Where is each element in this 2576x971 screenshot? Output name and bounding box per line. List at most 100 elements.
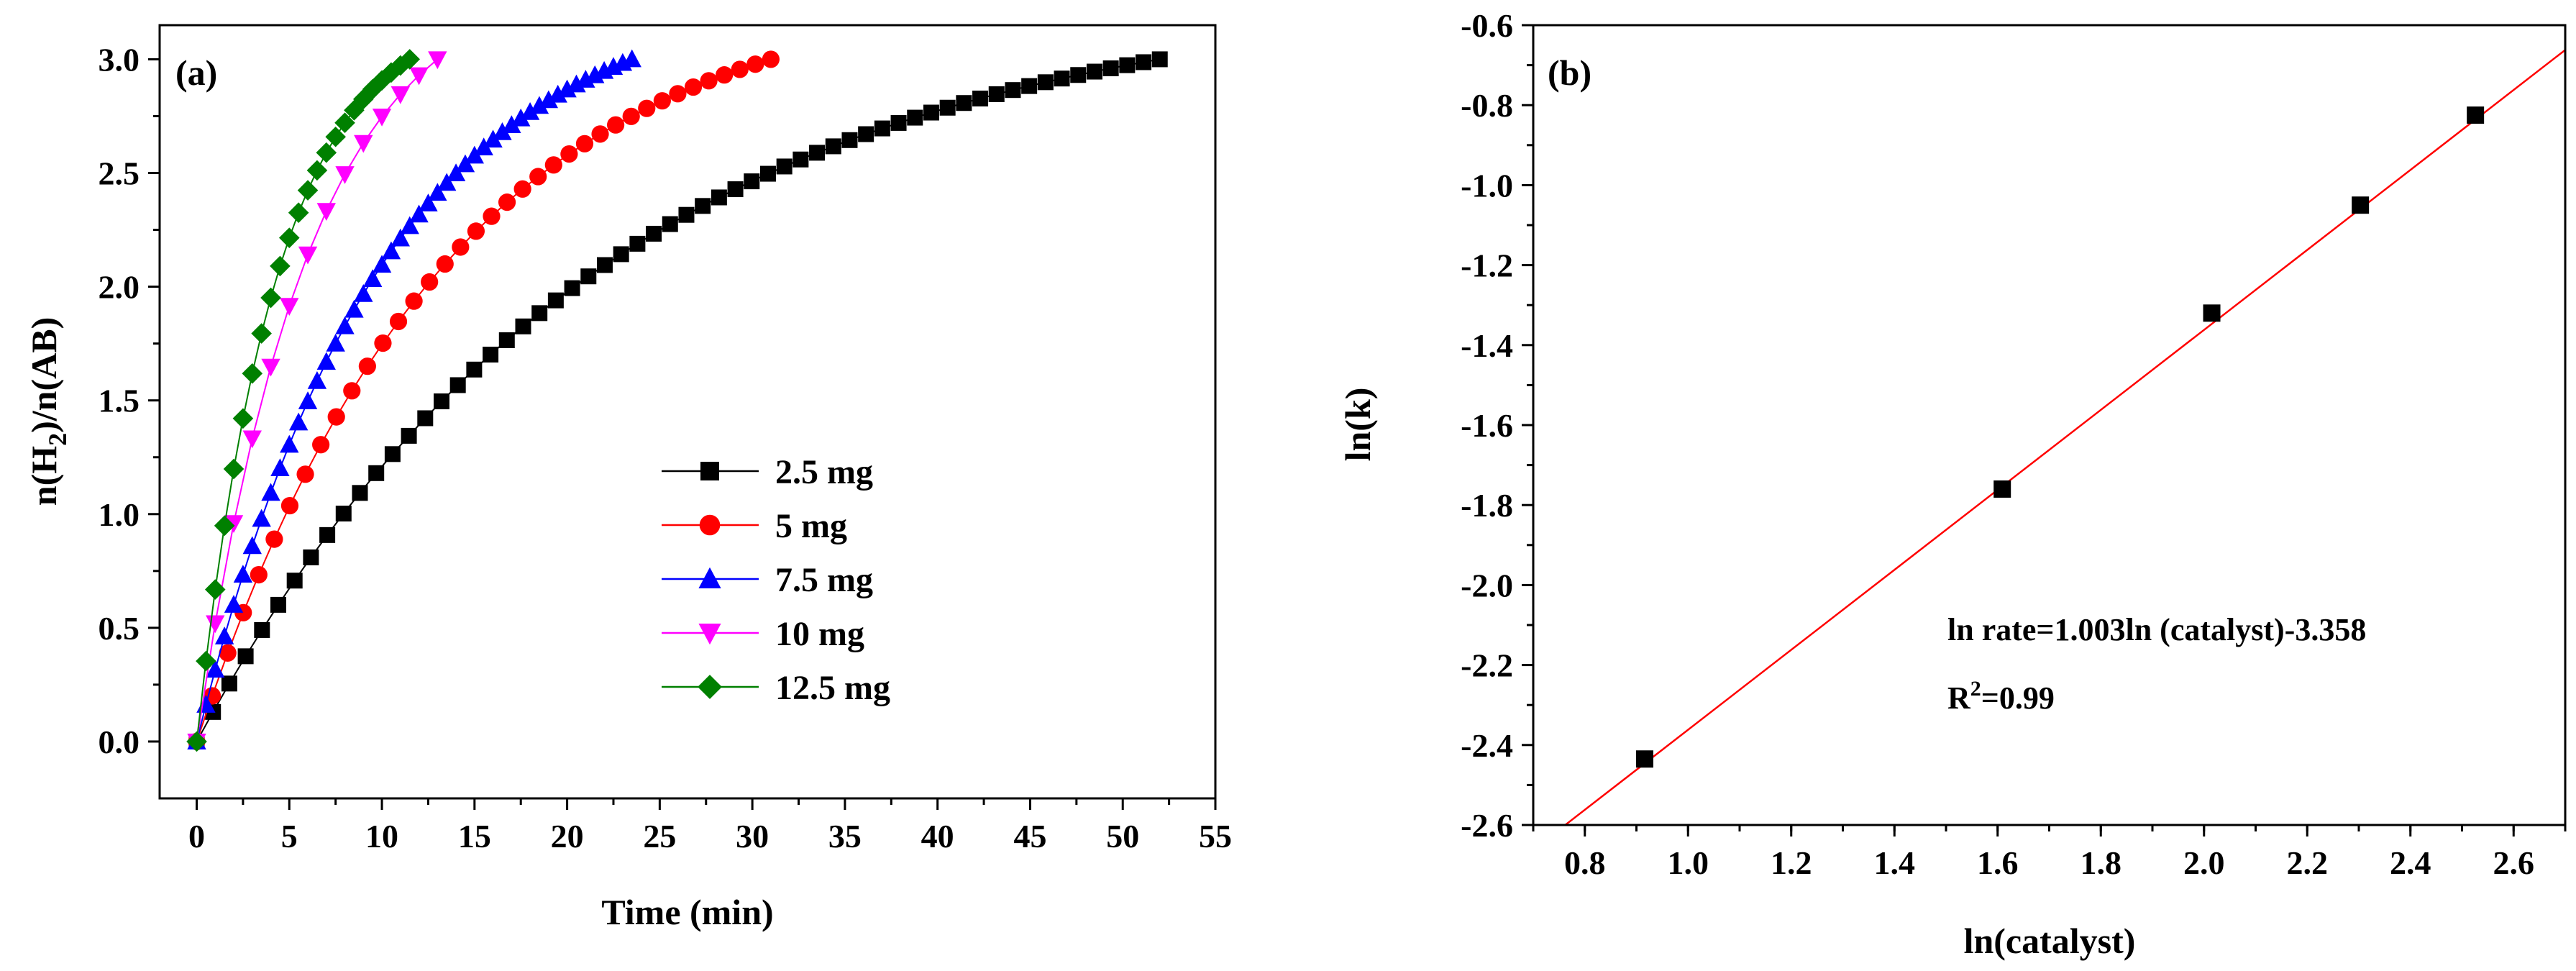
- data-point: [260, 287, 281, 309]
- x-tick-label: 2.4: [2390, 844, 2431, 881]
- legend-label: 5 mg: [775, 507, 847, 545]
- panel-a-ylabel: n(H2)/n(AB): [24, 317, 72, 506]
- data-point: [776, 158, 793, 175]
- data-point: [372, 255, 392, 273]
- data-point: [280, 298, 299, 316]
- data-point: [251, 323, 272, 344]
- data-point: [254, 621, 270, 638]
- data-point: [204, 579, 226, 600]
- data-point: [250, 566, 268, 584]
- data-point: [368, 465, 385, 481]
- data-point: [352, 485, 368, 501]
- data-point: [793, 151, 809, 168]
- data-point: [381, 241, 401, 260]
- data-point: [354, 135, 373, 153]
- y-tick-label: 1.5: [99, 383, 140, 419]
- data-point: [303, 549, 319, 565]
- data-point: [466, 361, 483, 378]
- data-point: [700, 72, 718, 90]
- panel-b-label: (b): [1548, 53, 1591, 93]
- x-tick-label: 35: [828, 818, 862, 854]
- data-point: [841, 132, 858, 148]
- data-point: [316, 203, 336, 222]
- data-point: [1119, 57, 1136, 73]
- data-point: [613, 246, 629, 263]
- r-squared-prefix: R: [1947, 680, 1971, 716]
- data-point: [548, 84, 567, 103]
- legend-label: 12.5 mg: [775, 669, 890, 707]
- x-tick-label: 1.6: [1977, 844, 2019, 881]
- data-point: [564, 280, 580, 296]
- data-point: [580, 268, 597, 285]
- series-5-mg: [188, 50, 780, 751]
- data-point: [1005, 82, 1021, 99]
- y-tick-label: 1.0: [99, 496, 140, 533]
- data-point: [214, 626, 234, 644]
- data-point: [695, 198, 711, 214]
- data-point: [907, 109, 923, 126]
- y-tick-label: -1.0: [1461, 167, 1513, 204]
- data-point: [483, 347, 499, 363]
- data-point: [874, 120, 890, 137]
- panel-b-frame: [1532, 24, 2567, 826]
- panel-a-label: (a): [175, 53, 217, 93]
- data-point: [513, 180, 531, 198]
- data-point: [809, 145, 826, 161]
- data-point: [306, 160, 328, 181]
- data-point: [242, 536, 262, 555]
- data-point: [498, 332, 515, 349]
- data-point: [214, 515, 235, 537]
- x-tick-label: 55: [1199, 818, 1232, 854]
- data-point: [1102, 60, 1119, 77]
- series-line: [196, 58, 1160, 742]
- x-tick-label: 25: [643, 818, 676, 854]
- data-point: [1635, 750, 1653, 768]
- data-point: [296, 465, 314, 483]
- y-tick-label: 3.0: [99, 41, 140, 78]
- panel-b-ylabel: ln(k): [1338, 388, 1378, 462]
- data-point: [529, 168, 547, 186]
- x-tick-label: 2.6: [2493, 844, 2535, 881]
- x-tick-label: 1.8: [2081, 844, 2122, 881]
- data-point: [762, 50, 780, 68]
- data-point: [252, 509, 271, 527]
- legend-marker: [700, 462, 719, 480]
- panel-b-xlabel: ln(catalyst): [1964, 921, 2136, 961]
- data-point: [242, 363, 263, 384]
- data-point: [319, 526, 336, 543]
- data-point: [286, 573, 303, 589]
- data-point: [343, 382, 361, 400]
- data-point: [759, 165, 776, 182]
- data-point: [224, 595, 244, 613]
- data-point: [206, 660, 225, 678]
- data-point: [421, 273, 439, 291]
- data-point: [380, 62, 402, 83]
- data-point: [270, 596, 287, 613]
- legend-marker: [698, 675, 722, 699]
- data-point: [400, 216, 419, 234]
- data-point: [401, 427, 417, 444]
- data-point: [684, 78, 703, 96]
- data-point: [405, 292, 423, 310]
- data-point: [358, 357, 376, 375]
- data-point: [265, 530, 283, 548]
- data-point: [591, 125, 609, 143]
- data-point: [662, 216, 678, 232]
- data-point: [297, 180, 319, 201]
- data-point: [428, 183, 447, 201]
- data-point: [186, 731, 207, 752]
- data-point: [237, 648, 254, 665]
- legend-label: 7.5 mg: [775, 561, 873, 599]
- data-point: [417, 410, 434, 427]
- data-point: [261, 483, 280, 501]
- data-point: [539, 90, 559, 109]
- y-tick-label: -2.6: [1461, 807, 1513, 844]
- data-point: [399, 49, 420, 70]
- data-point: [354, 283, 373, 302]
- data-point: [515, 318, 531, 334]
- legend-marker: [698, 567, 721, 588]
- data-point: [278, 227, 300, 248]
- panel-a-ticks: 0 5 10 15 20 25 30 35 40 45 50 55 0.0 0.5 1.0 1.5 2.0 2.5…: [99, 41, 1233, 854]
- x-tick-label: 30: [736, 818, 769, 854]
- y-tick-label: 2.5: [99, 155, 140, 192]
